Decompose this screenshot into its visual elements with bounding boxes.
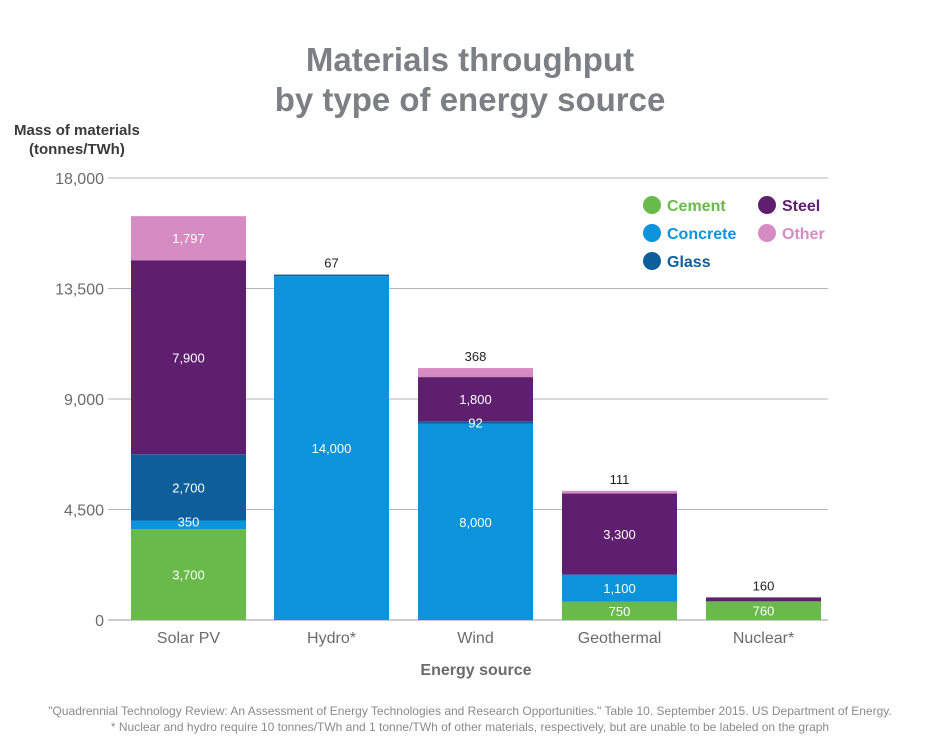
bar-segment-concrete bbox=[418, 423, 533, 620]
data-label: 67 bbox=[324, 256, 338, 271]
x-tick-label: Wind bbox=[457, 630, 493, 647]
legend-label: Glass bbox=[667, 254, 711, 271]
data-label: 92 bbox=[468, 415, 482, 430]
y-tick-label: 4,500 bbox=[64, 503, 104, 520]
footnote: * Nuclear and hydro require 10 tonnes/TW… bbox=[110, 720, 830, 734]
legend-marker bbox=[643, 224, 661, 242]
legend-marker bbox=[643, 196, 661, 214]
legend-marker bbox=[643, 252, 661, 270]
legend-marker bbox=[758, 196, 776, 214]
data-label: 760 bbox=[753, 604, 775, 619]
legend-label: Cement bbox=[667, 198, 726, 215]
bar-segment-steel bbox=[418, 377, 533, 422]
bar-segment-concrete bbox=[131, 520, 246, 530]
legend-label: Other bbox=[782, 226, 825, 243]
legend-label: Steel bbox=[782, 198, 820, 215]
y-tick-label: 18,000 bbox=[55, 171, 104, 188]
chart-title-line2: by type of energy source bbox=[274, 81, 666, 118]
data-label: 111 bbox=[610, 472, 630, 487]
legend-label: Concrete bbox=[667, 226, 736, 243]
bar-segment-cement bbox=[131, 529, 246, 620]
data-label: 1,800 bbox=[459, 392, 492, 407]
source-note: "Quadrennial Technology Review: An Asses… bbox=[48, 704, 892, 718]
y-tick-label: 9,000 bbox=[64, 392, 104, 409]
data-label: 8,000 bbox=[459, 515, 492, 530]
y-tick-label: 13,500 bbox=[55, 282, 104, 299]
x-tick-label: Hydro* bbox=[307, 630, 356, 647]
bar-segment-steel bbox=[562, 493, 677, 575]
y-axis-label-line1: Mass of materials bbox=[14, 122, 140, 139]
data-label: 3,300 bbox=[603, 527, 636, 542]
data-label: 1,797 bbox=[172, 231, 205, 246]
bar-segment-concrete bbox=[274, 276, 389, 620]
chart-title-line1: Materials throughput bbox=[305, 41, 635, 78]
bar-segment-concrete bbox=[562, 574, 677, 602]
legend-marker bbox=[758, 224, 776, 242]
bar-segment-glass bbox=[131, 454, 246, 521]
bar-segment-cement bbox=[706, 601, 821, 620]
data-label: 350 bbox=[178, 515, 200, 530]
data-label: 160 bbox=[753, 578, 775, 593]
bar-segment-other bbox=[131, 216, 246, 261]
data-label: 1,100 bbox=[603, 581, 636, 596]
data-label: 14,000 bbox=[312, 441, 352, 456]
x-tick-label: Solar PV bbox=[157, 630, 220, 647]
y-tick-label: 0 bbox=[95, 613, 104, 630]
x-tick-label: Nuclear* bbox=[733, 630, 794, 647]
bar-segment-glass bbox=[418, 421, 533, 424]
data-label: 750 bbox=[609, 604, 631, 619]
data-label: 2,700 bbox=[172, 480, 205, 495]
bar-segment-steel bbox=[131, 260, 246, 455]
bar-segment-other bbox=[418, 368, 533, 378]
x-axis-label: Energy source bbox=[420, 662, 531, 679]
bar-segment-other bbox=[562, 490, 677, 494]
bar-segment-glass bbox=[274, 274, 389, 277]
data-label: 7,900 bbox=[172, 350, 205, 365]
x-tick-label: Geothermal bbox=[578, 630, 662, 647]
bar-segment-steel bbox=[706, 597, 821, 602]
y-axis-label: Mass of materials (tonnes/TWh) bbox=[14, 121, 140, 159]
stacked-bar-chart: 0 4,500 9,000 13,500 18,000 3,700 350 2,700 7,90… bbox=[55, 171, 828, 679]
bar-segment-cement bbox=[562, 601, 677, 620]
data-label: 368 bbox=[465, 349, 487, 364]
data-label: 3,700 bbox=[172, 568, 205, 583]
y-axis-label-line2: (tonnes/TWh) bbox=[29, 141, 125, 158]
